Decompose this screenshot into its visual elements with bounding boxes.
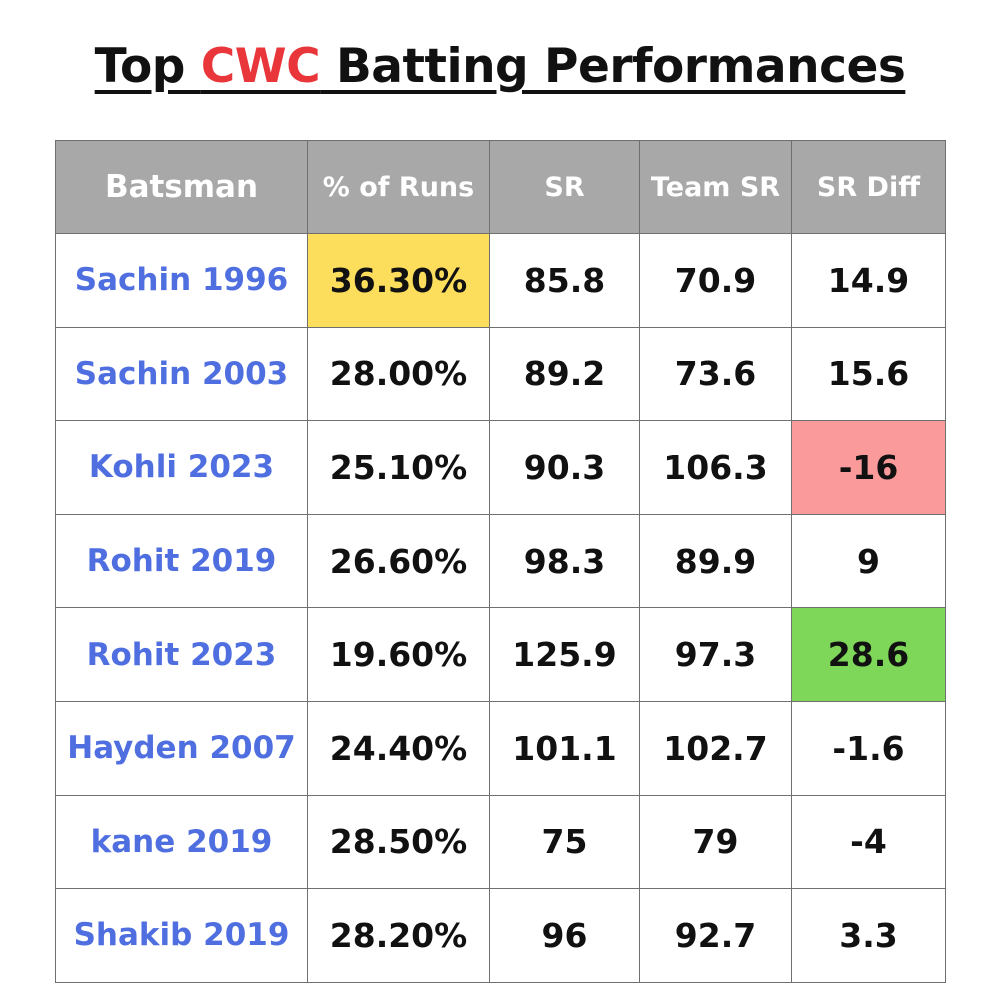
cell-team-sr: 97.3 <box>639 607 792 702</box>
cell-sr-diff: -4 <box>791 794 946 890</box>
column-header-sr: SR <box>489 140 640 234</box>
title-accent-cwc: CWC <box>200 39 321 94</box>
table-row: Hayden 2007 24.40% 101.1 102.7 -1.6 <box>55 700 946 796</box>
cell-team-sr: 70.9 <box>639 233 792 328</box>
table-row: Sachin 1996 36.30% 85.8 70.9 14.9 <box>55 233 946 328</box>
cell-sr-diff: -1.6 <box>791 700 946 796</box>
cell-pct-runs: 36.30% <box>307 233 490 328</box>
cell-pct-runs: 25.10% <box>307 420 490 515</box>
cell-batsman: Shakib 2019 <box>55 888 308 983</box>
cell-team-sr: 73.6 <box>639 326 792 422</box>
column-header-batsman: Batsman <box>55 140 308 234</box>
cell-sr: 101.1 <box>489 700 640 796</box>
table-body: Sachin 1996 36.30% 85.8 70.9 14.9 Sachin 2003… <box>55 233 946 983</box>
cell-team-sr: 102.7 <box>639 700 792 796</box>
cell-sr-diff: 15.6 <box>791 326 946 422</box>
cell-sr-diff: 9 <box>791 513 946 609</box>
title-suffix: Batting Performances <box>320 39 906 94</box>
table-header-row: Batsman % of Runs SR Team SR SR Diff <box>55 140 946 234</box>
table-row: Sachin 2003 28.00% 89.2 73.6 15.6 <box>55 326 946 422</box>
cell-sr: 125.9 <box>489 607 640 702</box>
cell-sr-diff: 14.9 <box>791 233 946 328</box>
cell-pct-runs: 26.60% <box>307 513 490 609</box>
title-prefix: Top <box>94 39 201 94</box>
cell-batsman: Kohli 2023 <box>55 420 308 515</box>
table-row: Rohit 2023 19.60% 125.9 97.3 28.6 <box>55 607 946 702</box>
cell-batsman: Sachin 2003 <box>55 326 308 422</box>
cell-pct-runs: 28.50% <box>307 794 490 890</box>
cell-pct-runs: 28.20% <box>307 888 490 983</box>
cell-sr: 85.8 <box>489 233 640 328</box>
cell-batsman: Rohit 2023 <box>55 607 308 702</box>
cell-team-sr: 92.7 <box>639 888 792 983</box>
cell-sr: 89.2 <box>489 326 640 422</box>
cell-sr: 90.3 <box>489 420 640 515</box>
page-title: Top CWC Batting Performances <box>0 32 1000 102</box>
cell-pct-runs: 28.00% <box>307 326 490 422</box>
cell-batsman: Sachin 1996 <box>55 233 308 328</box>
cell-team-sr: 79 <box>639 794 792 890</box>
cell-pct-runs: 24.40% <box>307 700 490 796</box>
column-header-sr-diff: SR Diff <box>791 140 946 234</box>
cell-sr: 98.3 <box>489 513 640 609</box>
cell-sr-diff: 3.3 <box>791 888 946 983</box>
cell-sr-diff: 28.6 <box>791 607 946 702</box>
table-row: kane 2019 28.50% 75 79 -4 <box>55 794 946 890</box>
cell-batsman: Hayden 2007 <box>55 700 308 796</box>
table-row: Shakib 2019 28.20% 96 92.7 3.3 <box>55 888 946 983</box>
cell-sr: 75 <box>489 794 640 890</box>
cell-batsman: kane 2019 <box>55 794 308 890</box>
cell-team-sr: 89.9 <box>639 513 792 609</box>
table-row: Kohli 2023 25.10% 90.3 106.3 -16 <box>55 420 946 515</box>
column-header-pct-runs: % of Runs <box>307 140 490 234</box>
table-row: Rohit 2019 26.60% 98.3 89.9 9 <box>55 513 946 609</box>
cell-sr: 96 <box>489 888 640 983</box>
cell-sr-diff: -16 <box>791 420 946 515</box>
cell-batsman: Rohit 2019 <box>55 513 308 609</box>
column-header-team-sr: Team SR <box>639 140 792 234</box>
cell-pct-runs: 19.60% <box>307 607 490 702</box>
cell-team-sr: 106.3 <box>639 420 792 515</box>
batting-table: Batsman % of Runs SR Team SR SR Diff Sac… <box>55 140 946 983</box>
